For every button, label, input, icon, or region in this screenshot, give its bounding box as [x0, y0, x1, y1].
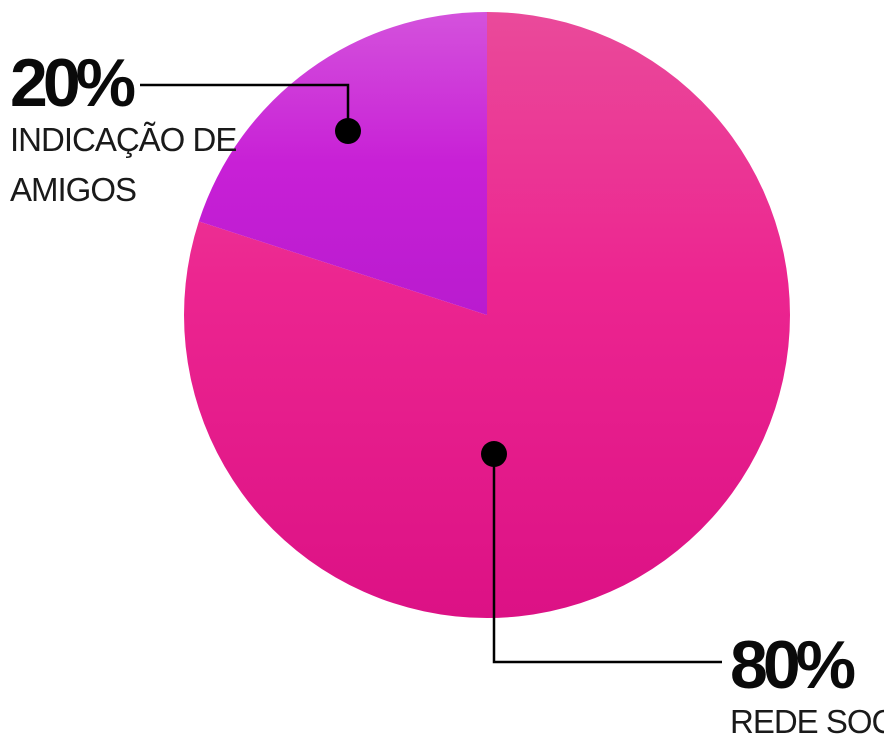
- value-label-rede-social: 80%: [730, 627, 855, 703]
- slice-label-rede-social: REDE SOCIAL: [730, 703, 884, 736]
- pie-slices: [184, 12, 791, 618]
- slice-label-indicacao-amigos-line-2: AMIGOS: [10, 171, 136, 208]
- leader-line-rede-social: [492, 454, 722, 664]
- value-label-indicacao-amigos: 20%: [10, 45, 135, 121]
- leader-line-indicacao-amigos: [140, 83, 350, 131]
- slice-label-indicacao-amigos-line-1: INDICAÇÃO DE: [10, 121, 236, 158]
- pie-slice-rede-social: [184, 12, 791, 618]
- pie-slice-indicacao-amigos: [198, 12, 487, 315]
- marker-dot-rede-social: [481, 441, 507, 467]
- marker-dot-indicacao-amigos: [335, 118, 361, 144]
